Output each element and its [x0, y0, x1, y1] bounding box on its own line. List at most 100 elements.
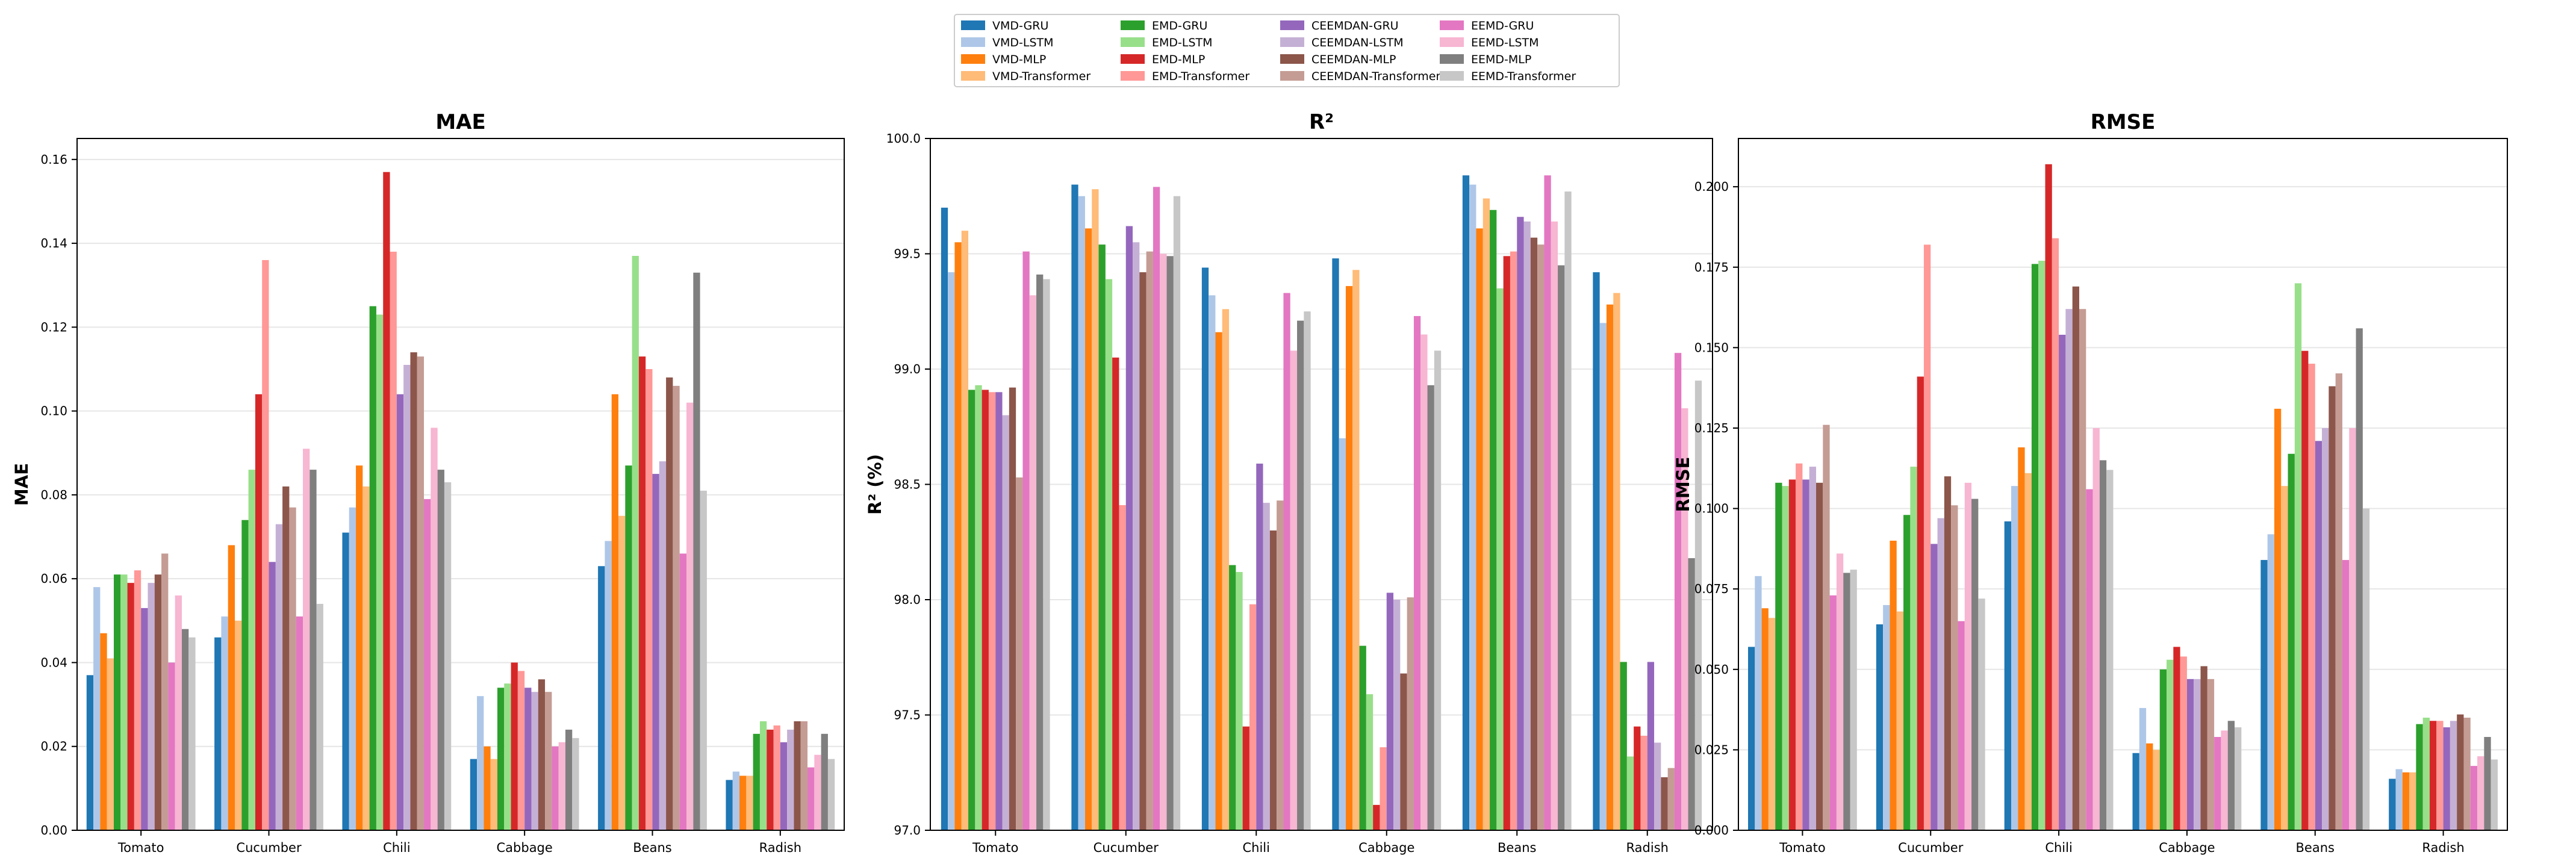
y-tick-label: 98.5 — [894, 477, 921, 492]
bar — [1084, 228, 1092, 830]
bar — [1917, 376, 1924, 830]
bar — [241, 520, 249, 830]
chart-panel-2: 97.0 97.5 98.0 98.5 99.0 99.5 100.0 Tomato Cucum… — [865, 110, 1713, 855]
y-tick-label: 0.12 — [40, 320, 67, 334]
bar — [497, 688, 505, 830]
bar — [988, 392, 996, 830]
y-tick-label: 97.5 — [894, 708, 921, 722]
chart-panels: 0.00 0.02 0.04 0.06 0.08 0.10 0.12 0.14 0.16 Toma… — [11, 110, 2508, 855]
bar — [1283, 293, 1290, 830]
bar — [1530, 237, 1538, 830]
legend-label: EEMD-Transformer — [1471, 70, 1576, 83]
bar — [1843, 573, 1850, 830]
bar — [1816, 482, 1823, 830]
bar — [127, 583, 134, 830]
bar — [107, 658, 114, 830]
bar — [113, 574, 121, 830]
bar — [2301, 350, 2309, 830]
bar — [1558, 265, 1565, 830]
bar — [1850, 570, 1857, 830]
bar — [2214, 737, 2221, 830]
bar — [2099, 460, 2107, 830]
x-tick-label: Radish — [1626, 841, 1669, 855]
bar — [1775, 482, 1782, 830]
bar — [1352, 270, 1360, 830]
bar — [93, 587, 101, 830]
bar — [1036, 274, 1044, 831]
bar — [154, 574, 162, 830]
bar — [2470, 766, 2478, 830]
x-tick-label: Cucumber — [236, 841, 302, 855]
bar — [403, 365, 411, 830]
bar — [646, 369, 653, 830]
bar — [410, 352, 417, 830]
bar — [168, 662, 175, 830]
bar — [2308, 364, 2315, 830]
bar — [148, 583, 155, 830]
bar — [1510, 251, 1517, 830]
bar — [310, 470, 317, 830]
legend-swatch — [1440, 54, 1464, 64]
bar — [1105, 279, 1113, 830]
bar — [1802, 479, 1809, 830]
bar — [1400, 673, 1407, 830]
bar — [1890, 541, 1897, 830]
bar — [1427, 385, 1434, 830]
legend-item: VMD-GRU — [961, 19, 1048, 33]
bar — [794, 721, 801, 830]
bar — [659, 461, 667, 830]
y-tick-label: 98.0 — [894, 592, 921, 607]
bar — [1029, 295, 1037, 830]
bar — [1903, 515, 1911, 830]
legend-label: CEEMDAN-GRU — [1311, 19, 1399, 33]
chart-title: MAE — [435, 110, 485, 134]
bar — [2389, 778, 2396, 830]
legend-label: EMD-Transformer — [1152, 70, 1249, 83]
bar — [739, 775, 747, 830]
legend-swatch — [1440, 71, 1464, 81]
bar — [269, 562, 276, 830]
bar — [666, 377, 673, 830]
bar — [598, 566, 605, 830]
bar — [86, 675, 94, 830]
bar — [1551, 221, 1558, 830]
bar — [1606, 304, 1614, 830]
bar — [2422, 717, 2430, 830]
bar — [780, 742, 788, 830]
bar — [2092, 427, 2100, 830]
legend-swatch — [1280, 20, 1304, 30]
legend-label: VMD-Transformer — [992, 70, 1090, 83]
bar — [538, 679, 546, 830]
bar — [625, 465, 632, 830]
legend-item: CEEMDAN-MLP — [1280, 53, 1396, 66]
bar — [1564, 191, 1572, 831]
bar — [1482, 198, 1490, 831]
bar — [693, 272, 700, 830]
bar — [1160, 253, 1167, 830]
bar — [2267, 534, 2274, 830]
bar — [1249, 604, 1257, 830]
y-tick-label: 0.075 — [1694, 582, 1729, 596]
legend-item: CEEMDAN-GRU — [1280, 19, 1399, 33]
chart-title: RMSE — [2091, 110, 2156, 134]
bar — [1002, 415, 1009, 830]
bar — [2362, 508, 2370, 830]
bar — [490, 759, 497, 830]
bar — [1071, 184, 1078, 831]
y-tick-label: 97.0 — [894, 823, 921, 837]
bar — [638, 356, 646, 830]
bar — [1290, 350, 1298, 830]
bar — [1229, 565, 1236, 830]
bar — [248, 470, 255, 830]
bar — [262, 259, 269, 831]
bar — [1971, 499, 1979, 830]
bar — [1876, 624, 1884, 830]
bar — [948, 272, 955, 830]
legend-item: VMD-MLP — [961, 53, 1046, 66]
bar — [2356, 328, 2363, 830]
legend-swatch — [961, 37, 985, 47]
legend-item: EMD-Transformer — [1121, 70, 1249, 83]
bar — [1133, 242, 1140, 831]
bar — [1242, 726, 1249, 830]
